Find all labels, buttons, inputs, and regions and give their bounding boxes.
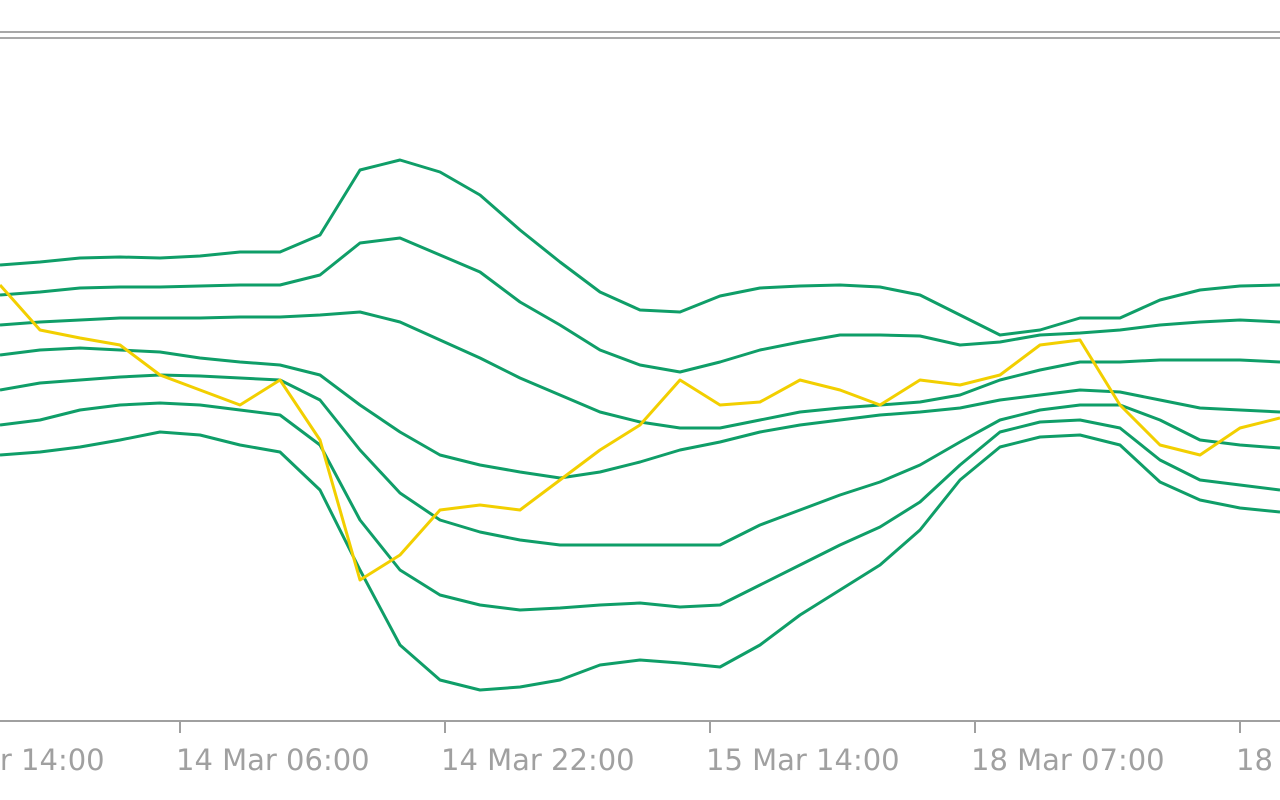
x-tick-label: 14 Mar 06:00 [176,743,370,777]
x-tick-label: 15 Mar 14:00 [706,743,900,777]
series-line [0,236,1280,374]
x-tick-label: 18 Mar 07:00 [971,743,1165,777]
series-line [0,310,1280,430]
x-tick-label: 18 Mar 23:00 [1236,743,1280,777]
x-tick-label: 14 Mar 22:00 [441,743,635,777]
series-line [0,401,1280,612]
x-tick-label: 13 Mar 14:00 [0,743,105,777]
series-line [0,158,1280,337]
series-line [0,373,1280,547]
series-line [0,430,1280,692]
series-line [0,346,1280,480]
series-line [0,284,1280,582]
